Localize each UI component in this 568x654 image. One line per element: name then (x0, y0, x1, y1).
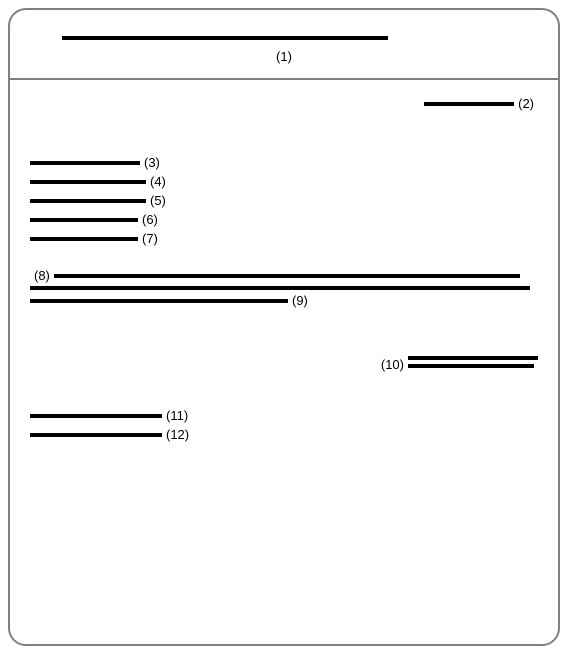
label-3: (3) (140, 155, 164, 170)
address-row: (7) (30, 231, 538, 246)
label-6: (6) (138, 212, 162, 227)
label-11: (11) (162, 408, 192, 423)
signature-block: (11) (12) (30, 408, 538, 442)
label-2: (2) (514, 96, 538, 111)
date-block: (2) (30, 96, 538, 111)
letterhead-section: (1) (10, 10, 558, 80)
closing-line-top (408, 356, 538, 360)
label-1: (1) (30, 49, 538, 64)
letterhead-line-2 (62, 36, 387, 40)
letter-body-section: (2) (3) (4) (5) (6) (7) (10, 80, 558, 624)
label-10: (10) (377, 357, 408, 372)
address-row: (5) (30, 193, 538, 208)
closing-block: (10) (30, 356, 538, 372)
body-row: (8) (30, 268, 538, 283)
address-line (30, 218, 138, 222)
label-12: (12) (162, 427, 193, 442)
label-4: (4) (146, 174, 170, 189)
body-line (30, 286, 530, 290)
label-8: (8) (30, 268, 54, 283)
signature-line (30, 414, 162, 418)
body-row: (9) (30, 293, 538, 308)
body-paragraph-block: (8) (9) (30, 268, 538, 308)
address-row: (3) (30, 155, 538, 170)
signature-row: (11) (30, 408, 538, 423)
body-row (30, 286, 538, 290)
body-line (54, 274, 520, 278)
address-row: (6) (30, 212, 538, 227)
date-line (424, 102, 514, 106)
label-7: (7) (138, 231, 162, 246)
address-line (30, 180, 146, 184)
closing-lines (408, 356, 538, 372)
label-5: (5) (146, 193, 170, 208)
recipient-address-block: (3) (4) (5) (6) (7) (30, 155, 538, 246)
signature-line (30, 433, 162, 437)
address-row: (4) (30, 174, 538, 189)
closing-line-bottom (408, 364, 534, 368)
body-line (30, 299, 288, 303)
label-9: (9) (288, 293, 312, 308)
address-line (30, 161, 140, 165)
address-line (30, 199, 146, 203)
document-frame: (1) (2) (3) (4) (5) (6) (8, 8, 560, 646)
address-line (30, 237, 138, 241)
signature-row: (12) (30, 427, 538, 442)
